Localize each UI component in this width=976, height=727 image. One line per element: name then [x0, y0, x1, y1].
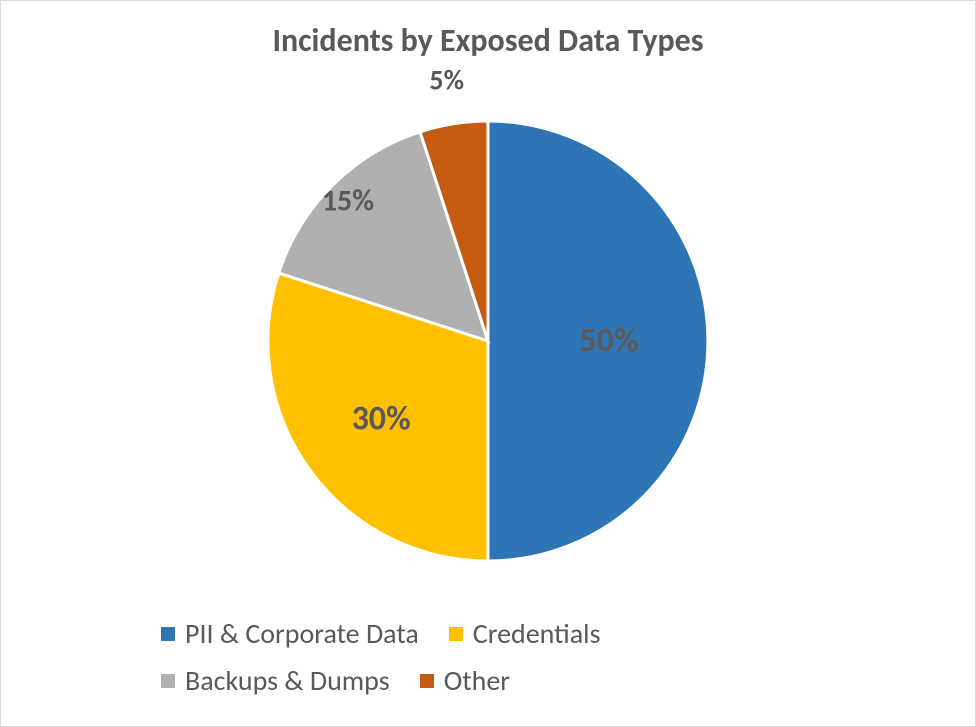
slice-label: 5% [429, 63, 464, 98]
slice-label: 30% [352, 398, 411, 439]
legend-swatch [161, 674, 175, 688]
legend-swatch [161, 627, 175, 641]
legend-item: Credentials [449, 616, 601, 651]
legend-item: Other [420, 663, 510, 698]
pie-chart: 50%30%15%5% [268, 121, 708, 561]
legend-item: Backups & Dumps [161, 663, 390, 698]
slice-label: 50% [579, 321, 638, 362]
legend-label: Credentials [473, 616, 601, 651]
legend-swatch [449, 627, 463, 641]
slice-label: 15% [322, 182, 374, 219]
chart-title: Incidents by Exposed Data Types [1, 21, 975, 60]
legend-item: PII & Corporate Data [161, 616, 419, 651]
legend: PII & Corporate Data Credentials Backups &… [1, 616, 975, 710]
chart-container: Incidents by Exposed Data Types 50% 30% 15… [0, 0, 976, 727]
legend-label: PII & Corporate Data [185, 616, 419, 651]
legend-label: Other [444, 663, 510, 698]
legend-swatch [420, 674, 434, 688]
legend-label: Backups & Dumps [185, 663, 390, 698]
